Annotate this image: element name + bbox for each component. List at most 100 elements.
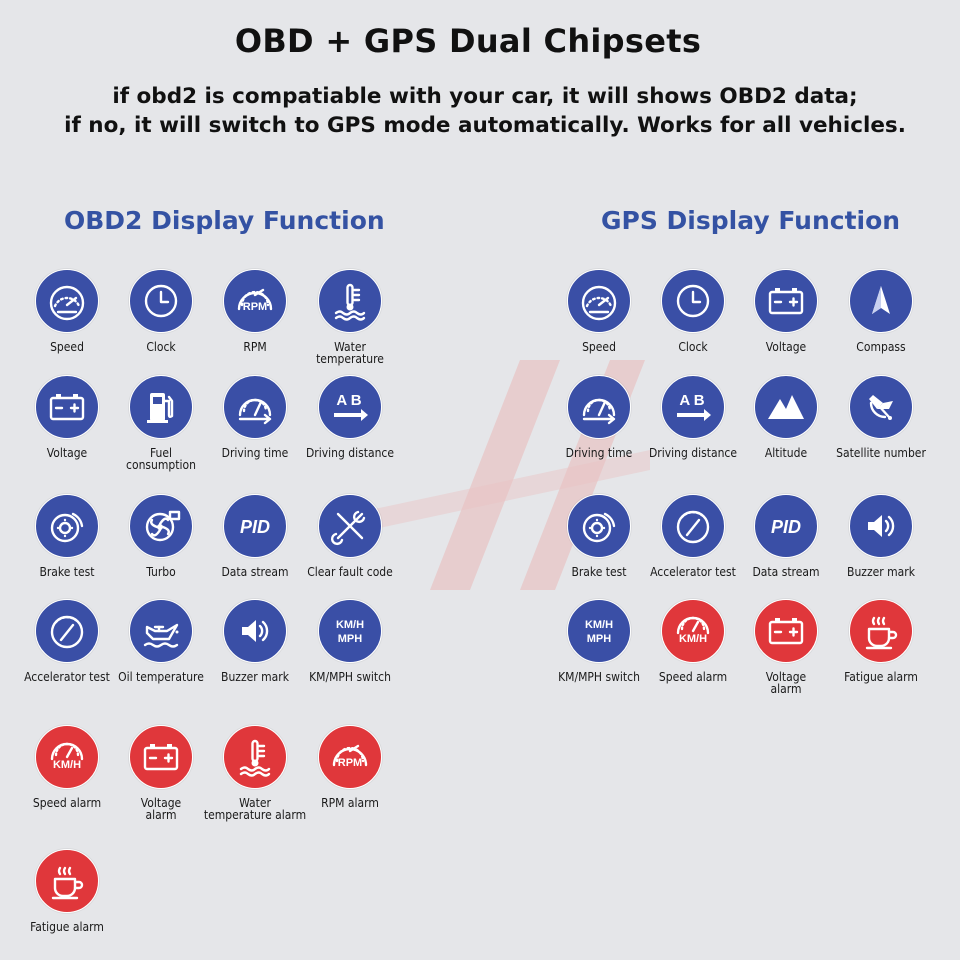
gps-function-km-mph-switch: KM/H MPH KM/MPH switch [534,599,664,683]
function-label: Accelerator test [24,670,110,684]
obd2-function-turbo: Turbo [96,494,226,578]
distance-ab-icon: A B [661,375,725,439]
rpm-gauge-icon: RPM [223,269,287,333]
unit-switch-icon: KM/H MPH [318,599,382,663]
function-label: Data stream [221,565,289,579]
gps-function-driving-distance: A B Driving distance [628,375,758,459]
function-label: Altitude [764,446,808,460]
driving-time-icon [567,375,631,439]
coffee-cup-icon [849,599,913,663]
fuel-pump-icon [129,375,193,439]
subtitle-line-2: if no, it will switch to GPS mode automa… [64,113,906,138]
function-label: Compass [856,340,906,354]
obd2-function-voltage-alarm: Voltage alarm [96,725,226,821]
gps-function-satellite-number: Satellite number [816,375,946,459]
brake-disc-icon [567,494,631,558]
obd2-function-rpm: RPM RPM [190,269,320,353]
gps-function-fatigue-alarm: Fatigue alarm [816,599,946,683]
function-label: Speed [50,340,84,354]
brake-disc-icon [35,494,99,558]
oil-can-icon [129,599,193,663]
battery-icon [754,269,818,333]
gps-function-clock: Clock [628,269,758,353]
mountain-icon [754,375,818,439]
gps-function-brake-test: Brake test [534,494,664,578]
function-label: Driving time [565,446,633,460]
gps-function-speed-alarm: KM/H Speed alarm [628,599,758,683]
compass-icon [849,269,913,333]
function-label: Speed alarm [32,796,102,810]
gps-function-voltage-alarm: Voltage alarm [721,599,851,695]
svg-text:RPM: RPM [243,301,267,313]
function-label: Fuel consumption [126,446,196,472]
gps-function-buzzer-mark: Buzzer mark [816,494,946,578]
unit-switch-icon: KM/H MPH [567,599,631,663]
svg-text:KM/H: KM/H [336,619,364,631]
obd2-function-data-stream: PID Data stream [190,494,320,578]
function-label: Fatigue alarm [30,920,104,934]
obd2-function-clock: Clock [96,269,226,353]
pid-icon: PID [223,494,287,558]
gps-function-voltage: Voltage [721,269,851,353]
battery-icon [129,725,193,789]
water-temperature-icon [223,725,287,789]
svg-text:RPM: RPM [338,757,362,769]
function-label: Voltage alarm [140,796,182,822]
function-label: Satellite number [836,446,926,460]
obd2-function-oil-temperature: Oil temperature [96,599,226,683]
obd2-function-driving-distance: A B Driving distance [285,375,415,459]
driving-time-icon [223,375,287,439]
svg-text:PID: PID [240,517,270,537]
function-label: Clock [146,340,176,354]
obd2-function-fuel-consumption: Fuel consumption [96,375,226,471]
obd2-function-fatigue-alarm: Fatigue alarm [2,849,132,933]
function-label: KM/MPH switch [309,670,391,684]
gps-function-compass: Compass [816,269,946,353]
tools-icon [318,494,382,558]
function-label: Buzzer mark [847,565,915,579]
svg-text:KM/H: KM/H [53,759,81,771]
speaker-icon [849,494,913,558]
gps-function-altitude: Altitude [721,375,851,459]
function-label: KM/MPH switch [558,670,640,684]
function-label: RPM [243,340,267,354]
obd2-function-water-temperature-alarm: Water temperature alarm [190,725,320,821]
water-temperature-icon [318,269,382,333]
battery-icon [35,375,99,439]
obd2-function-accelerator-test: Accelerator test [2,599,132,683]
distance-ab-icon: A B [318,375,382,439]
svg-text:KM/H: KM/H [679,633,707,645]
svg-text:MPH: MPH [338,633,363,645]
gps-section-title: GPS Display Function [601,206,901,235]
obd2-function-rpm-alarm: RPM RPM alarm [285,725,415,809]
svg-text:A B: A B [336,392,361,409]
page-title: OBD + GPS Dual Chipsets [234,22,702,60]
function-label: Voltage alarm [765,670,807,696]
accelerator-gauge-icon [661,494,725,558]
gps-function-data-stream: PID Data stream [721,494,851,578]
obd2-function-driving-time: Driving time [190,375,320,459]
clock-icon [129,269,193,333]
function-label: Speed [582,340,616,354]
satellite-icon [849,375,913,439]
speaker-icon [223,599,287,663]
pid-icon: PID [754,494,818,558]
obd2-function-voltage: Voltage [2,375,132,459]
battery-icon [754,599,818,663]
function-label: Accelerator test [650,565,736,579]
function-label: Brake test [571,565,627,579]
function-label: Voltage [46,446,88,460]
function-label: Oil temperature [118,670,204,684]
function-label: Driving time [221,446,289,460]
rpm-gauge-icon: RPM [318,725,382,789]
speedometer-icon [567,269,631,333]
obd2-function-speed-alarm: KM/H Speed alarm [2,725,132,809]
svg-text:PID: PID [771,517,801,537]
function-label: Driving distance [305,446,394,460]
function-label: Turbo [146,565,176,579]
clock-icon [661,269,725,333]
function-label: Fatigue alarm [844,670,918,684]
subtitle-line-1: if obd2 is compatiable with your car, it… [112,84,858,109]
accelerator-gauge-icon [35,599,99,663]
function-label: Brake test [39,565,95,579]
